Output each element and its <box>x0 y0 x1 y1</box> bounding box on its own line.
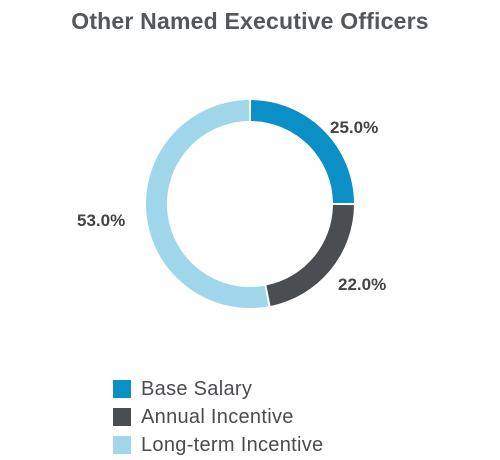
legend-item-annual-incentive: Annual Incentive <box>113 403 323 431</box>
legend-item-base-salary: Base Salary <box>113 375 323 403</box>
donut-slice-annual-incentive <box>266 204 354 306</box>
legend-swatch-long-term-incentive <box>113 436 131 454</box>
donut-slices <box>146 100 354 308</box>
slice-label-base-salary: 25.0% <box>330 118 379 137</box>
chart-title: Other Named Executive Officers <box>71 8 429 34</box>
legend-swatch-annual-incentive <box>113 408 131 426</box>
legend-label-base-salary: Base Salary <box>141 377 253 400</box>
legend-label-annual-incentive: Annual Incentive <box>141 405 294 428</box>
slice-label-long-term-incentive: 53.0% <box>77 211 126 230</box>
legend-item-long-term-incentive: Long-term Incentive <box>113 431 323 459</box>
legend-swatch-base-salary <box>113 380 131 398</box>
chart-legend: Base Salary Annual Incentive Long-term I… <box>113 375 323 459</box>
slice-label-annual-incentive: 22.0% <box>338 275 387 294</box>
donut-slice-base-salary <box>250 100 354 204</box>
legend-label-long-term-incentive: Long-term Incentive <box>141 433 324 456</box>
donut-slice-long-term-incentive <box>146 100 269 308</box>
